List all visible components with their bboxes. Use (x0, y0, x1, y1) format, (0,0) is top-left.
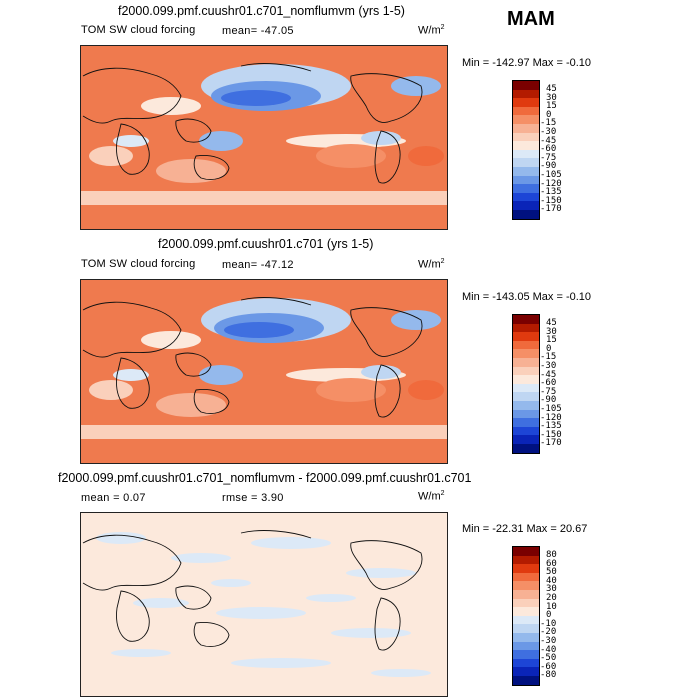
panel1-colorbar (512, 80, 540, 220)
cb-label: 60 (546, 558, 557, 569)
cb-label: -135 (540, 421, 562, 432)
cb-label: -90 (540, 161, 557, 172)
cb-label: -60 (540, 144, 557, 155)
cb-label: -10 (540, 618, 557, 629)
cb-label: 15 (546, 101, 557, 112)
cb-label: 80 (546, 550, 557, 560)
cb-label: -120 (540, 412, 562, 423)
cb-label: 30 (546, 584, 557, 595)
panel1-minmax: Min = -142.97 Max = -0.10 (462, 57, 592, 69)
panel2-colorbar (512, 314, 540, 454)
panel1-units: W/m2 (418, 24, 445, 37)
cb-label: -135 (540, 187, 562, 198)
cb-label: -105 (540, 170, 562, 180)
cb-label: -75 (540, 152, 557, 163)
cb-label: 0 (546, 343, 552, 354)
cb-label: -45 (540, 135, 557, 146)
cb-label: -50 (540, 653, 557, 664)
cb-label: -45 (540, 369, 557, 380)
panel3-mean: mean = 0.07 (81, 492, 146, 504)
cb-label: 0 (546, 610, 552, 621)
cb-label: 30 (546, 92, 557, 103)
cb-label: -15 (540, 352, 557, 363)
cb-label: -150 (540, 195, 562, 206)
panel3-colorbar (512, 546, 540, 686)
cb-label: -40 (540, 644, 557, 655)
cb-label: 30 (546, 326, 557, 337)
panel2-minmax: Min = -143.05 Max = -0.10 (462, 291, 592, 303)
cb-label: 20 (546, 593, 557, 603)
cb-label: -120 (540, 178, 562, 189)
panel3-rmse: rmse = 3.90 (222, 492, 284, 504)
panel2-map (80, 279, 448, 464)
cb-label: 10 (546, 601, 557, 612)
cb-label: -15 (540, 118, 557, 129)
panel2-title: f2000.099.pmf.cuushr01.c701 (yrs 1-5) (158, 237, 374, 251)
cb-label: -75 (540, 386, 557, 397)
cb-label: -150 (540, 429, 562, 440)
cb-label: -170 (540, 438, 562, 449)
cb-label: 40 (546, 575, 557, 586)
cb-label: 45 (546, 84, 557, 94)
cb-label: -30 (540, 361, 557, 371)
panel1-map (80, 45, 448, 230)
cb-label: -170 (540, 204, 562, 215)
cb-label: -60 (540, 378, 557, 389)
cb-label: -20 (540, 627, 557, 638)
cb-label: -30 (540, 127, 557, 137)
panel3-title: f2000.099.pmf.cuushr01.c701_nomflumvm - … (58, 471, 472, 485)
season-label: MAM (507, 8, 555, 30)
cb-label: 50 (546, 567, 557, 578)
cb-label: -80 (540, 670, 557, 681)
panel3-units: W/m2 (418, 490, 445, 503)
panel2-units: W/m2 (418, 258, 445, 271)
panel1-field-label: TOM SW cloud forcing (81, 24, 196, 36)
cb-label: 45 (546, 318, 557, 328)
panel1-title: f2000.099.pmf.cuushr01.c701_nomflumvm (y… (118, 4, 405, 18)
panel2-field-label: TOM SW cloud forcing (81, 258, 196, 270)
cb-label: -105 (540, 404, 562, 414)
cb-label: -30 (540, 636, 557, 646)
cb-label: 15 (546, 335, 557, 346)
cb-label: -60 (540, 661, 557, 672)
cb-label: 0 (546, 109, 552, 120)
panel1-mean: mean= -47.05 (222, 25, 294, 37)
panel2-mean: mean= -47.12 (222, 259, 294, 271)
panel3-map (80, 512, 448, 697)
cb-label: -90 (540, 395, 557, 406)
panel3-minmax: Min = -22.31 Max = 20.67 (462, 523, 588, 535)
